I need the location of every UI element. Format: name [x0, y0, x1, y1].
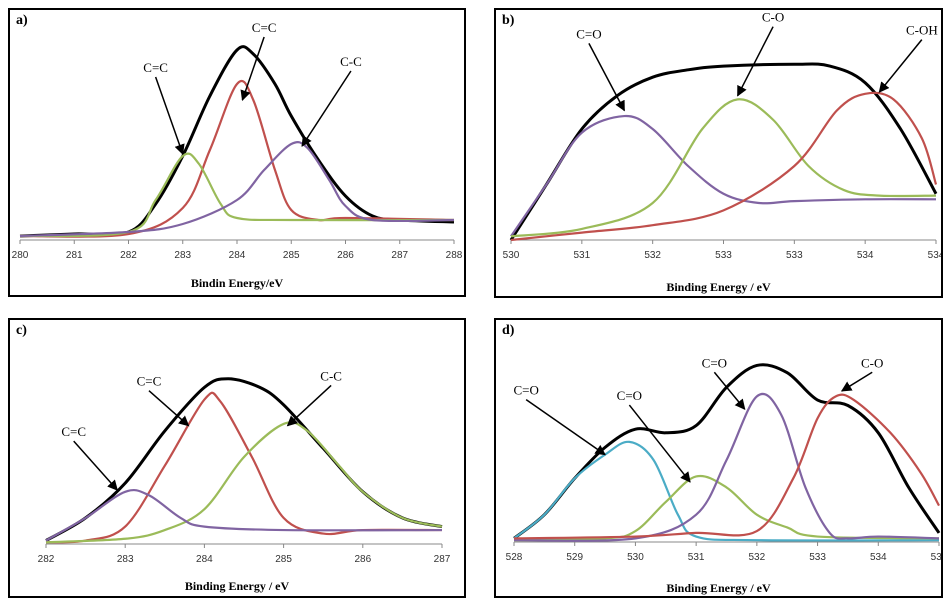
peak-annotation-label: C=C: [143, 60, 168, 75]
series-line: [513, 474, 940, 542]
chart-a-svg: 280 281 282 283 284 285 286 287 288 C=C C=C C-C: [12, 20, 463, 261]
x-tick-label: 533: [786, 250, 803, 261]
panel-label: a): [16, 13, 28, 28]
series-line: [19, 45, 455, 238]
x-tick-label: 528: [506, 552, 523, 563]
x-tick-label: 530: [627, 552, 644, 563]
annotation-arrow: [240, 36, 265, 101]
x-tick-label: 282: [38, 554, 55, 565]
peak-annotation-label: C=C: [252, 20, 277, 35]
peak-annotation-label: C=C: [137, 374, 162, 389]
series-line: [510, 98, 937, 238]
peak-annotation-label: C-C: [320, 368, 342, 383]
x-tick-label: 286: [354, 554, 371, 565]
panel-label: b): [502, 13, 515, 28]
series-line: [45, 488, 443, 542]
annotation-arrow: [525, 398, 606, 456]
x-tick-label: 287: [434, 554, 451, 565]
chart-c-svg: 282 283 284 285 286 287 C=C C=C C-C: [38, 368, 451, 565]
peak-annotation-label: C-OH: [906, 23, 938, 38]
x-tick-label: 287: [391, 250, 408, 261]
series-line: [513, 363, 941, 540]
x-tick-label: 284: [196, 554, 213, 565]
x-axis-label: Binding Energy / eV: [184, 579, 290, 593]
x-tick-label: 285: [275, 554, 292, 565]
x-tick-label: 282: [120, 250, 137, 261]
series-line: [45, 377, 443, 542]
series-line: [19, 79, 455, 238]
x-axis-label: Bindin Energy/eV: [190, 276, 284, 290]
annotation-arrow: [286, 384, 332, 427]
chart-panel-b: b) 530 531 532 533 533 534 534 C=O C-O C-OH Bindi…: [494, 8, 943, 298]
series-line: [45, 391, 443, 544]
annotation-arrow: [736, 26, 774, 97]
x-tick-label: 532: [644, 250, 661, 261]
series-line: [510, 114, 937, 237]
x-tick-label: 531: [573, 250, 590, 261]
annotation-arrow: [73, 440, 118, 491]
x-axis-label: Binding Energy / eV: [666, 581, 771, 595]
series-line: [509, 62, 938, 241]
x-tick-label: 530: [503, 250, 520, 261]
x-tick-label: 534: [857, 250, 874, 261]
annotation-arrow: [588, 43, 625, 112]
peak-annotation-label: C-O: [861, 355, 883, 370]
x-tick-label: 285: [283, 250, 300, 261]
x-tick-label: 286: [337, 250, 354, 261]
peak-annotation-label: C-C: [340, 54, 362, 69]
chart-b-svg: 530 531 532 533 533 534 534 C=O C-O C-OH: [503, 10, 941, 261]
x-tick-label: 529: [566, 552, 583, 563]
series-line: [513, 393, 940, 540]
x-axis-label: Binding Energy / eV: [666, 280, 771, 294]
annotation-arrow: [148, 390, 190, 427]
series-line: [45, 421, 443, 544]
peak-annotation-label: C=O: [617, 388, 642, 403]
x-tick-label: 283: [117, 554, 134, 565]
annotation-arrow: [878, 39, 923, 93]
x-tick-label: 533: [715, 250, 732, 261]
x-tick-label: 284: [229, 250, 246, 261]
series-line: [513, 392, 940, 542]
chart-panel-a: a) 280 281 282 283 284 285 286 287 288 C=C C=C C-C …: [8, 8, 466, 297]
series-line: [19, 152, 455, 238]
peak-annotation-label: C=C: [61, 424, 86, 439]
x-tick-label: 532: [749, 552, 766, 563]
annotation-arrow: [628, 404, 691, 483]
series-line: [19, 140, 455, 238]
panel-label: c): [16, 323, 27, 338]
peak-annotation-label: C=O: [513, 383, 538, 398]
annotation-arrow: [840, 371, 873, 392]
chart-panel-d: d) 528529530531532533534535C=OC=OC=OC-O …: [494, 318, 943, 598]
x-tick-label: 534: [928, 250, 941, 261]
series-line: [510, 91, 938, 242]
annotation-arrow: [713, 371, 746, 410]
annotation-arrow: [154, 76, 185, 155]
x-tick-label: 533: [809, 552, 826, 563]
x-tick-label: 288: [446, 250, 463, 261]
x-tick-label: 531: [688, 552, 705, 563]
x-tick-label: 280: [12, 250, 29, 261]
panel-label: d): [502, 323, 515, 338]
x-tick-label: 283: [174, 250, 191, 261]
chart-d-svg: 528 529 530 531 532 533 534 535 C=O C=O C=O C-O: [506, 355, 941, 563]
peak-annotation-label: C-O: [762, 10, 784, 25]
series-line: [513, 440, 940, 542]
peak-annotation-label: C=O: [576, 26, 601, 41]
x-tick-label: 534: [870, 552, 887, 563]
x-tick-label: 535: [931, 552, 941, 563]
x-tick-label: 281: [66, 250, 83, 261]
peak-annotation-label: C=O: [702, 355, 727, 370]
chart-panel-c: c) 282 283 284 285 286 287 C=C C=C C-C Binding E…: [8, 318, 466, 598]
annotation-arrow: [301, 70, 352, 147]
